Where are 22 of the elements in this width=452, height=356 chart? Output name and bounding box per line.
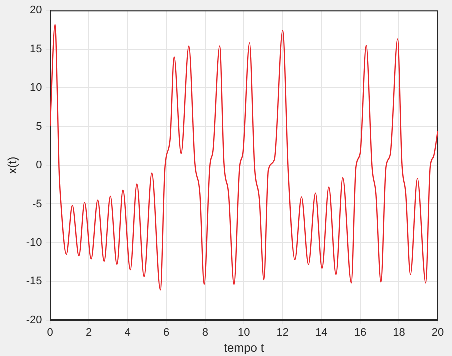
y-axis-title: x(t) bbox=[6, 156, 20, 174]
x-tick-label: 12 bbox=[276, 327, 290, 340]
y-tick-label: 20 bbox=[30, 4, 42, 17]
x-axis-title: tempo t bbox=[224, 341, 265, 356]
x-tick-label: 10 bbox=[238, 327, 250, 340]
x-tick-label: 20 bbox=[432, 327, 444, 340]
x-tick-label: 16 bbox=[354, 327, 367, 340]
y-tick-label: 5 bbox=[36, 120, 42, 133]
x-tick-label: 2 bbox=[86, 327, 92, 340]
x-tick-label: 6 bbox=[164, 327, 170, 340]
x-tick-label: 18 bbox=[393, 327, 406, 340]
x-tick-label: 14 bbox=[316, 327, 328, 340]
y-tick-label: -5 bbox=[32, 198, 42, 210]
y-tick-label: 0 bbox=[36, 160, 42, 172]
y-tick-label: 15 bbox=[30, 43, 42, 56]
x-tick-label: 0 bbox=[47, 327, 54, 340]
y-tick-label: -20 bbox=[26, 314, 42, 326]
y-tick-label: -15 bbox=[26, 276, 42, 288]
x-tick-label: 4 bbox=[124, 327, 131, 340]
x-tick-label: 8 bbox=[202, 327, 208, 340]
y-tick-label: 10 bbox=[30, 82, 42, 94]
y-tick-label: -10 bbox=[26, 236, 42, 249]
